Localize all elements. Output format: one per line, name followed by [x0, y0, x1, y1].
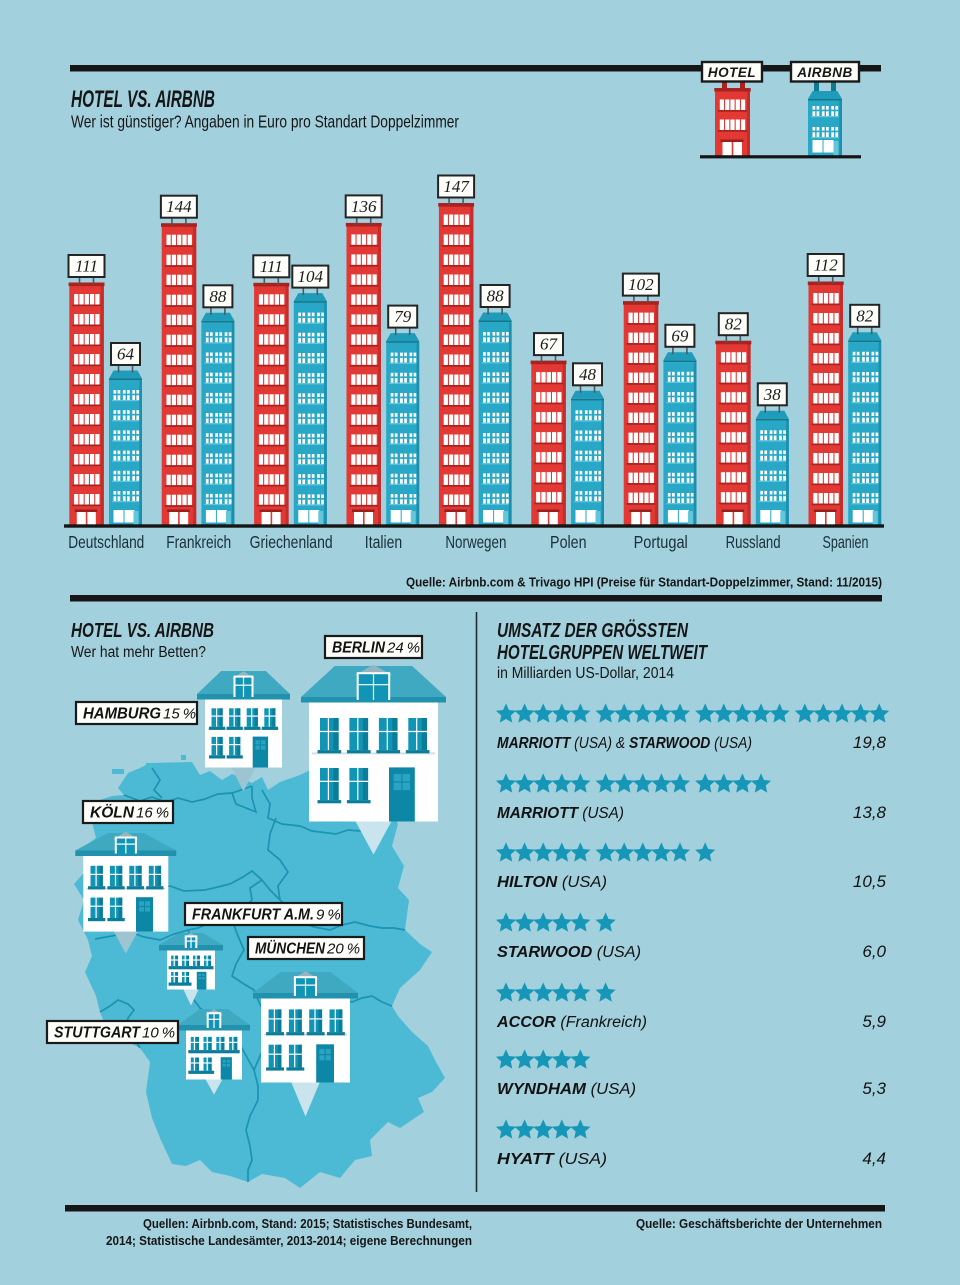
- svg-text:Wer hat mehr Betten?: Wer hat mehr Betten?: [71, 644, 206, 661]
- svg-text:Polen: Polen: [550, 532, 587, 552]
- svg-text:Wer ist günstiger? Angaben in: Wer ist günstiger? Angaben in Euro pro S…: [71, 112, 459, 132]
- svg-text:HOTELGRUPPEN WELTWEIT: HOTELGRUPPEN WELTWEIT: [497, 642, 708, 664]
- svg-text:111: 111: [260, 257, 283, 276]
- svg-text:16 %: 16 %: [136, 805, 169, 822]
- svg-text:64: 64: [117, 345, 135, 364]
- svg-text:Portugal: Portugal: [634, 532, 688, 552]
- svg-text:6,0: 6,0: [862, 942, 886, 961]
- svg-text:HOTEL: HOTEL: [708, 65, 756, 80]
- svg-text:10 %: 10 %: [142, 1025, 175, 1042]
- svg-text:HOTEL VS. AIRBNB: HOTEL VS. AIRBNB: [71, 86, 215, 113]
- svg-text:STUTTGART: STUTTGART: [54, 1025, 141, 1042]
- svg-text:Italien: Italien: [365, 532, 402, 552]
- svg-text:UMSATZ DER GRÖSSTEN: UMSATZ DER GRÖSSTEN: [497, 619, 688, 642]
- svg-text:5,9: 5,9: [862, 1012, 886, 1031]
- svg-text:HILTON (USA): HILTON (USA): [497, 874, 607, 891]
- svg-text:104: 104: [298, 267, 324, 286]
- svg-text:67: 67: [540, 335, 559, 354]
- svg-text:147: 147: [443, 177, 470, 196]
- svg-text:Quelle: Geschäftsberichte der: Quelle: Geschäftsberichte der Unternehme…: [636, 1217, 882, 1231]
- svg-text:112: 112: [814, 256, 839, 275]
- svg-text:Quelle: Airbnb.com & Trivago H: Quelle: Airbnb.com & Trivago HPI (Preise…: [406, 575, 882, 590]
- svg-text:Deutschland: Deutschland: [68, 532, 144, 552]
- svg-text:Spanien: Spanien: [823, 532, 869, 552]
- svg-text:Griechenland: Griechenland: [250, 532, 333, 552]
- svg-text:STARWOOD (USA): STARWOOD (USA): [497, 944, 641, 961]
- svg-text:38: 38: [763, 385, 782, 404]
- svg-text:9 %: 9 %: [316, 907, 341, 924]
- svg-text:24 %: 24 %: [386, 640, 420, 657]
- svg-text:Frankreich: Frankreich: [166, 532, 231, 552]
- svg-text:4,4: 4,4: [862, 1149, 886, 1168]
- svg-text:MARRIOTT (USA) & STARWOOD (USA: MARRIOTT (USA) & STARWOOD (USA): [497, 735, 752, 752]
- svg-text:5,3: 5,3: [862, 1079, 886, 1098]
- svg-text:AIRBNB: AIRBNB: [796, 65, 853, 80]
- svg-text:88: 88: [487, 287, 505, 306]
- svg-text:13,8: 13,8: [853, 803, 887, 822]
- svg-text:MÜNCHEN: MÜNCHEN: [255, 939, 325, 958]
- svg-text:HYATT (USA): HYATT (USA): [497, 1151, 607, 1168]
- svg-text:10,5: 10,5: [853, 872, 887, 891]
- svg-text:48: 48: [579, 365, 597, 384]
- svg-text:ACCOR (Frankreich): ACCOR (Frankreich): [496, 1014, 647, 1031]
- svg-text:2014; Statistische Landesämter: 2014; Statistische Landesämter, 2013-201…: [106, 1234, 472, 1248]
- svg-text:BERLIN: BERLIN: [332, 640, 385, 657]
- svg-text:WYNDHAM (USA): WYNDHAM (USA): [497, 1081, 636, 1098]
- svg-text:88: 88: [209, 287, 227, 306]
- svg-text:HOTEL VS. AIRBNB: HOTEL VS. AIRBNB: [71, 620, 214, 642]
- svg-text:69: 69: [671, 326, 689, 345]
- svg-text:111: 111: [75, 257, 98, 276]
- svg-text:20 %: 20 %: [326, 941, 360, 958]
- svg-text:102: 102: [628, 275, 654, 294]
- svg-text:82: 82: [725, 315, 743, 334]
- svg-text:15 %: 15 %: [163, 706, 196, 723]
- svg-text:Quellen: Airbnb.com, Stand: 20: Quellen: Airbnb.com, Stand: 2015; Statis…: [143, 1217, 472, 1231]
- svg-text:FRANKFURT A.M.: FRANKFURT A.M.: [192, 907, 314, 924]
- svg-text:HAMBURG: HAMBURG: [83, 706, 161, 723]
- svg-text:82: 82: [856, 306, 874, 325]
- svg-text:Russland: Russland: [726, 532, 781, 552]
- svg-text:KÖLN: KÖLN: [90, 803, 134, 822]
- svg-text:19,8: 19,8: [853, 733, 887, 752]
- svg-text:136: 136: [351, 197, 377, 216]
- svg-text:Norwegen: Norwegen: [445, 532, 506, 552]
- svg-text:in Milliarden US-Dollar, 2014: in Milliarden US-Dollar, 2014: [497, 665, 674, 682]
- svg-text:144: 144: [166, 197, 192, 216]
- svg-text:MARRIOTT (USA): MARRIOTT (USA): [497, 805, 624, 822]
- svg-text:79: 79: [394, 307, 412, 326]
